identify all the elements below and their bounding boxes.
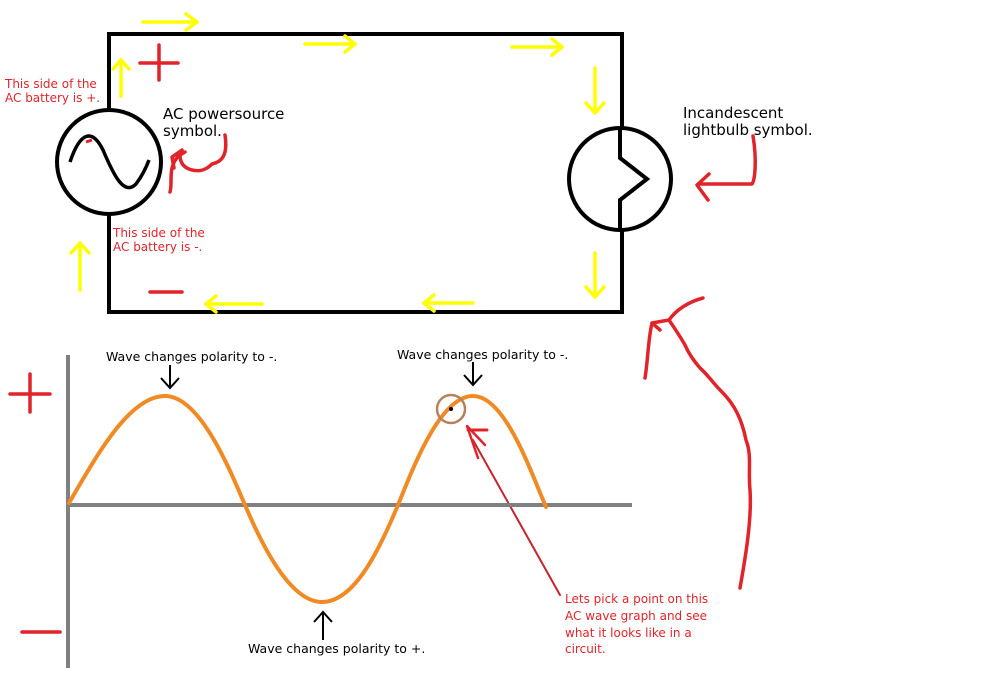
peak1-label: Wave changes polarity to -. bbox=[106, 349, 278, 364]
lightbulb-label: Incandescent lightbulb symbol. bbox=[683, 104, 813, 140]
graph-axes bbox=[66, 355, 632, 668]
bulb-pointer-arrow bbox=[695, 134, 757, 202]
arrow-icon bbox=[204, 294, 264, 314]
arrow-icon bbox=[69, 241, 91, 292]
positive-side-label: This side of the AC battery is +. bbox=[5, 77, 101, 105]
ac-pointer-arrow bbox=[168, 133, 228, 194]
annotation-strokes bbox=[8, 43, 757, 634]
arrow-icon bbox=[422, 293, 475, 313]
lightbulb-icon bbox=[567, 126, 673, 232]
arrow-down-icon bbox=[160, 365, 180, 390]
pointer-head bbox=[465, 424, 487, 460]
negative-side-label: This side of the AC battery is -. bbox=[113, 226, 205, 254]
arrow-icon bbox=[141, 12, 199, 32]
ac-source-icon bbox=[55, 108, 163, 216]
arrow-icon bbox=[111, 58, 131, 98]
curved-arrow bbox=[643, 296, 753, 590]
ac-sine-wave bbox=[67, 393, 548, 605]
peak2-label: Wave changes polarity to -. bbox=[397, 347, 569, 362]
arrow-up-icon bbox=[313, 610, 333, 640]
arrow-icon bbox=[510, 37, 564, 57]
wire-top-left bbox=[107, 32, 624, 132]
selected-point-dot bbox=[449, 407, 453, 411]
arrow-down-icon bbox=[463, 362, 483, 387]
circuit-wires bbox=[107, 32, 624, 314]
arrow-icon bbox=[584, 66, 606, 115]
polarity-arrows bbox=[160, 362, 483, 640]
current-arrows bbox=[69, 12, 606, 314]
arrow-icon bbox=[584, 251, 606, 299]
ac-source-label: AC powersource symbol. bbox=[163, 105, 285, 141]
arrow-icon bbox=[303, 34, 357, 54]
plus-sign-circuit bbox=[138, 43, 180, 82]
wire-right-lower bbox=[107, 213, 624, 314]
selected-point-marker bbox=[435, 393, 467, 425]
pointer-line bbox=[472, 439, 561, 596]
trough-label: Wave changes polarity to +. bbox=[248, 641, 426, 656]
pick-point-label: Lets pick a point on this AC wave graph … bbox=[565, 592, 709, 657]
plus-sign-graph bbox=[8, 372, 52, 414]
